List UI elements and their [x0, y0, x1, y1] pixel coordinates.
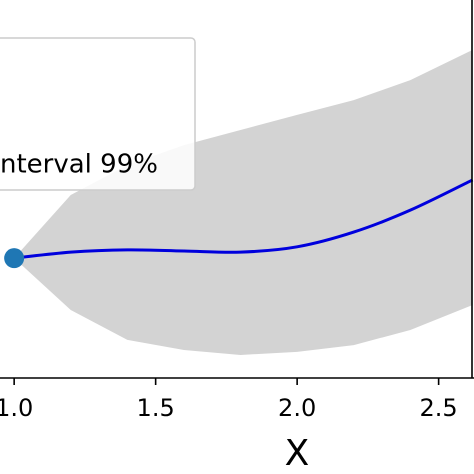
legend-box [0, 37, 196, 191]
confidence-band [14, 49, 473, 355]
x-tick-label: 1.5 [137, 394, 175, 422]
x-tick-label: 1.0 [0, 394, 33, 422]
mean-line [13, 178, 474, 260]
plot-area [4, 49, 474, 355]
legend-label: nterval 99% [0, 150, 158, 180]
data-point [4, 248, 25, 269]
x-tick-label: 2.0 [278, 394, 316, 422]
x-axis-label: X [285, 433, 310, 474]
x-tick-label: 2.5 [420, 394, 458, 422]
